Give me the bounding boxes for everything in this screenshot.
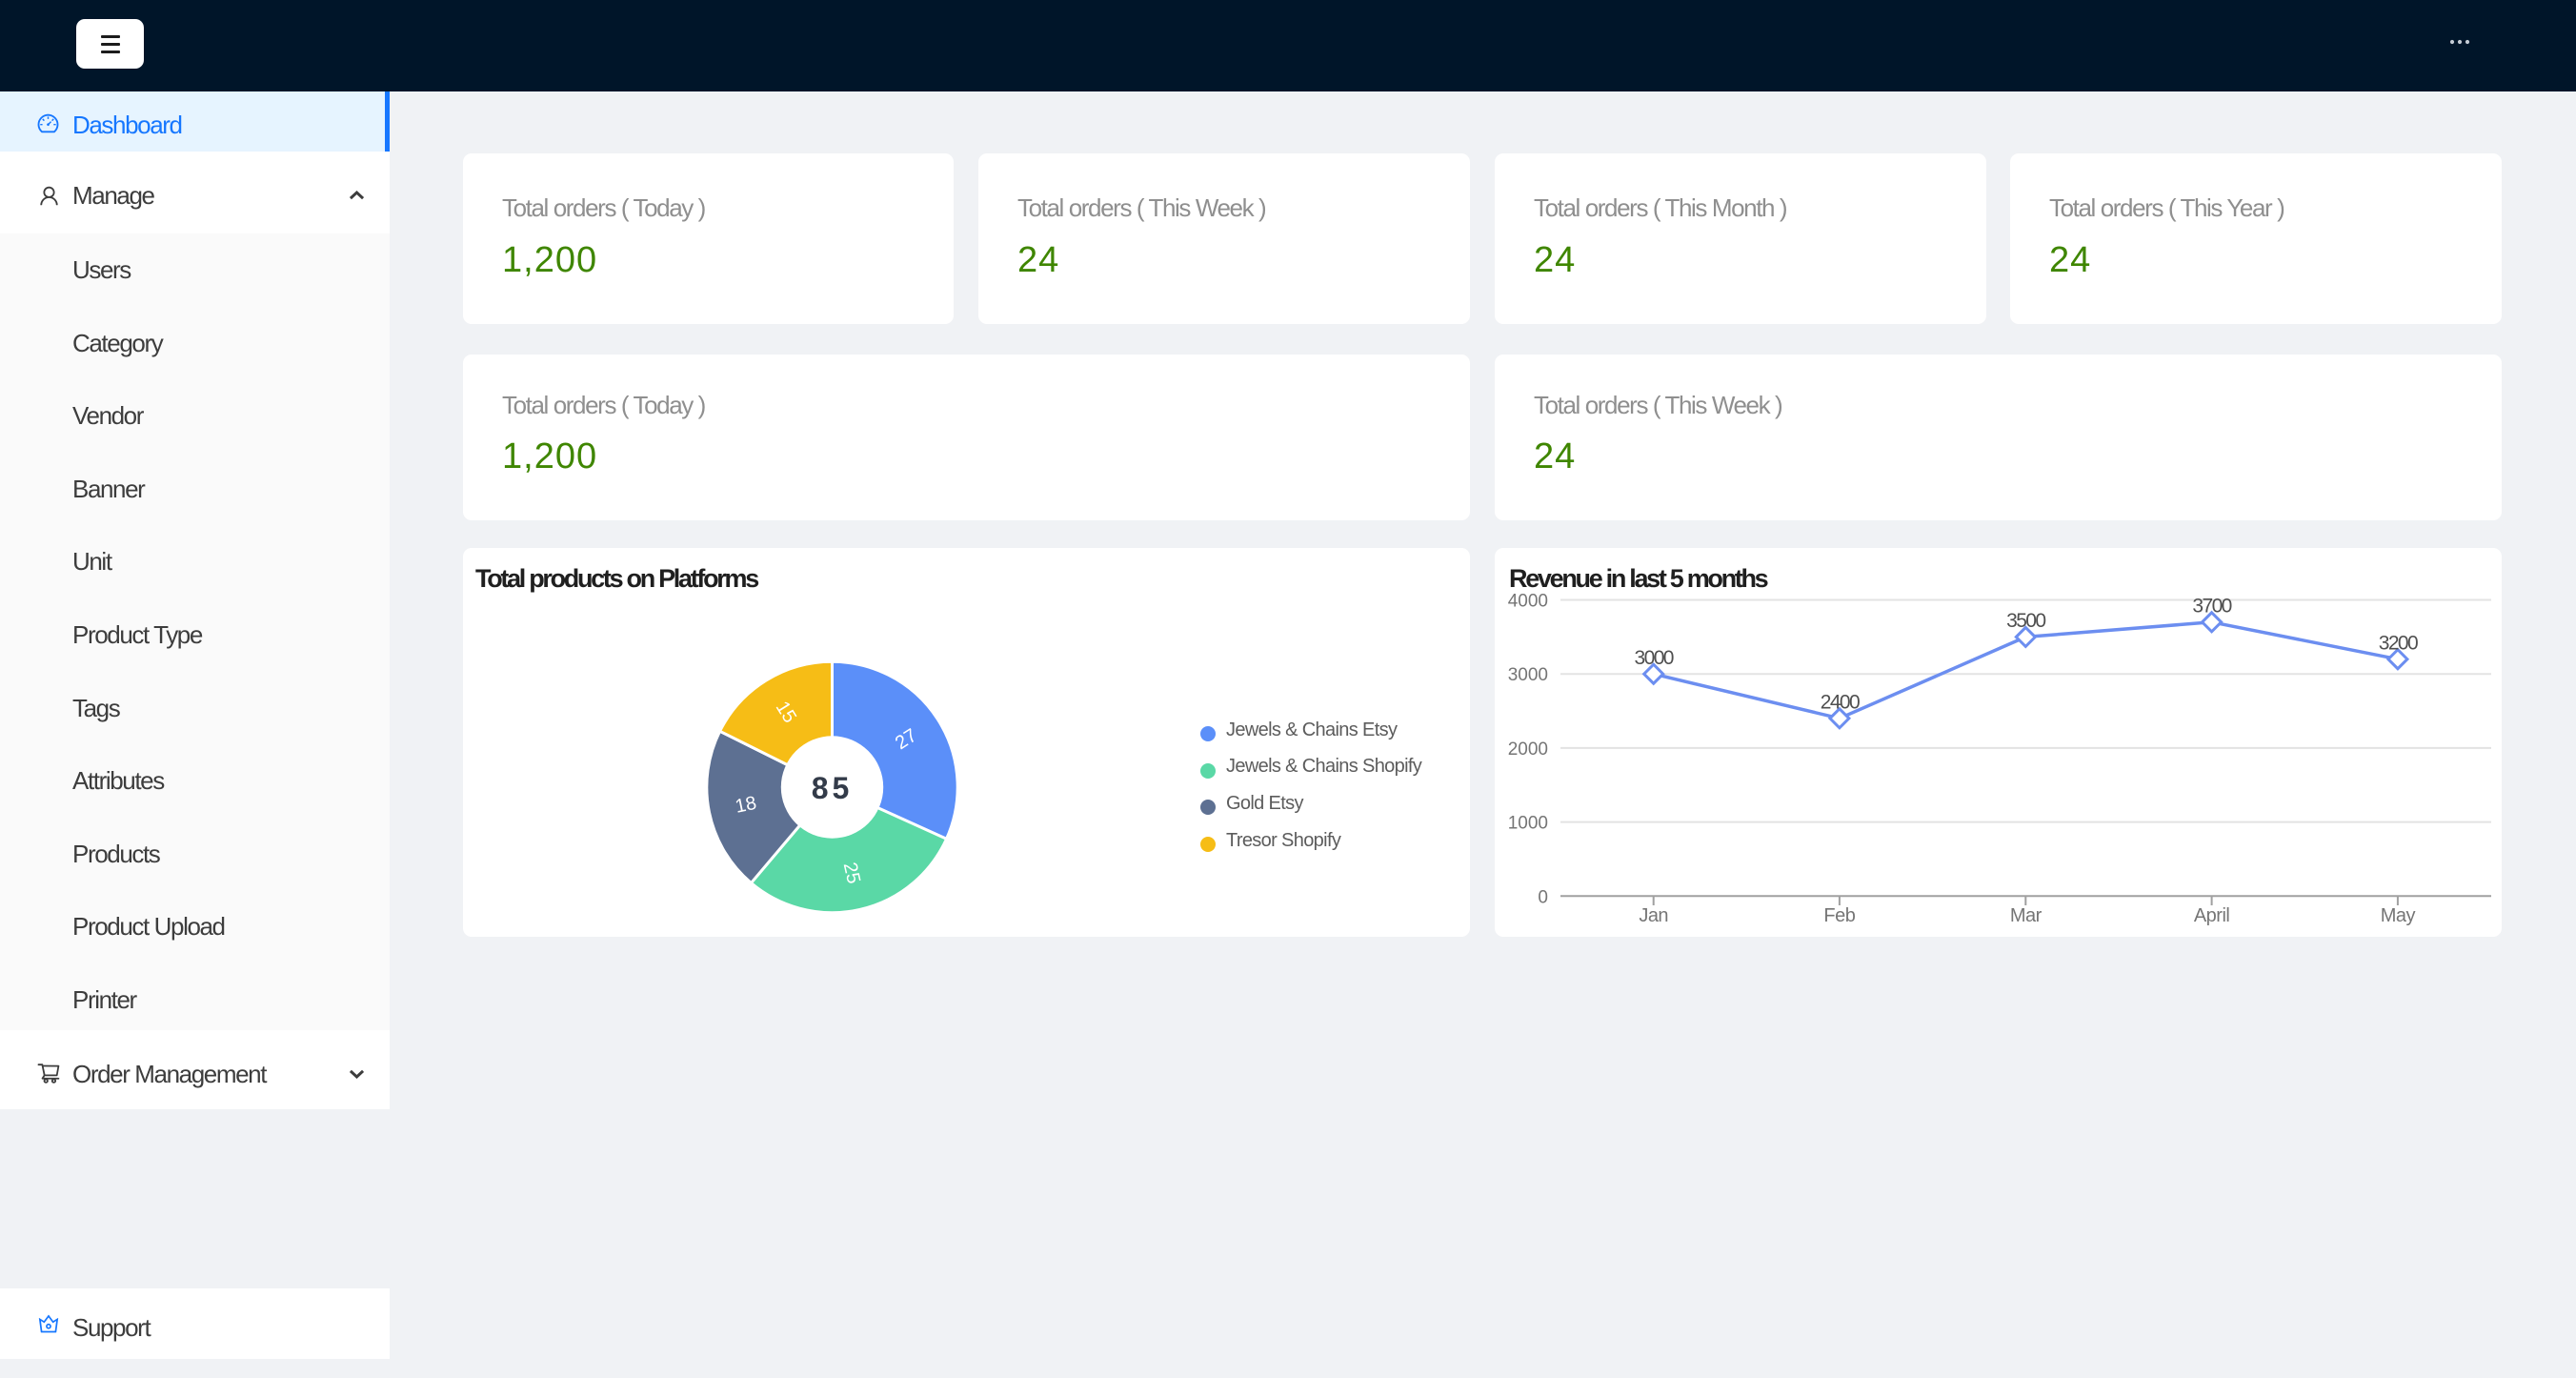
svg-text:Feb: Feb: [1823, 905, 1855, 926]
svg-text:85: 85: [812, 771, 854, 805]
svg-text:3000: 3000: [1635, 647, 1674, 669]
svg-text:18: 18: [734, 793, 758, 818]
svg-text:Jan: Jan: [1639, 905, 1668, 926]
svg-text:2400: 2400: [1821, 692, 1860, 714]
svg-text:1000: 1000: [1508, 814, 1548, 834]
svg-text:3000: 3000: [1508, 665, 1548, 685]
svg-text:Mar: Mar: [2010, 905, 2043, 926]
svg-text:April: April: [2194, 905, 2230, 926]
svg-text:2000: 2000: [1508, 740, 1548, 760]
svg-text:0: 0: [1538, 887, 1548, 907]
svg-text:May: May: [2381, 905, 2416, 926]
svg-text:25: 25: [839, 861, 864, 886]
svg-text:3200: 3200: [2379, 633, 2418, 655]
svg-text:3500: 3500: [2006, 610, 2045, 632]
svg-text:3700: 3700: [2192, 596, 2231, 618]
svg-text:4000: 4000: [1508, 592, 1548, 612]
